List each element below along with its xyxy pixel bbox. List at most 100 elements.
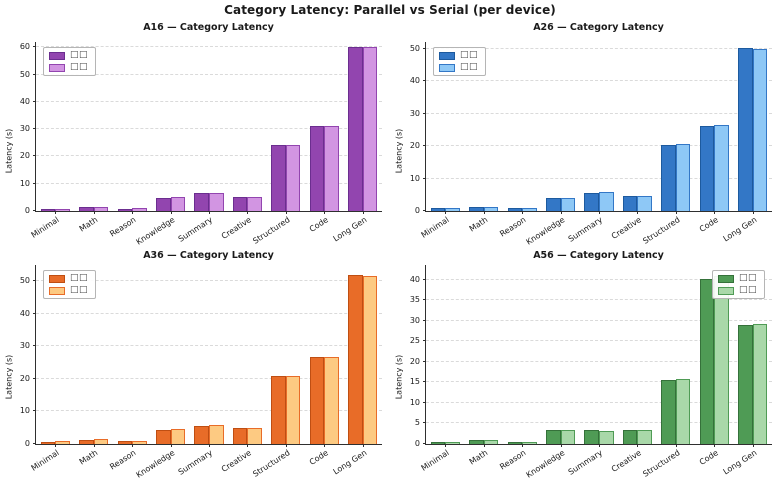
- y-tick-label: 15: [409, 377, 420, 387]
- bar-parallel: [271, 375, 286, 444]
- bar-parallel: [584, 192, 599, 211]
- bar-parallel: [661, 145, 676, 211]
- y-tick-mark: [33, 345, 36, 347]
- y-tick-label: 50: [409, 43, 420, 53]
- x-tick-label: Reason: [108, 215, 138, 239]
- x-tick-label: Summary: [177, 215, 215, 244]
- y-tick-mark: [423, 319, 426, 321]
- y-tick-mark: [33, 46, 36, 48]
- plot-area: 0 5 10 15 20 25 30 35 40 Minimal Math Reason Knowled…: [410, 265, 772, 480]
- x-tick-label: Summary: [177, 448, 215, 477]
- legend-label: □□: [70, 62, 89, 72]
- bar-parallel: [348, 46, 363, 211]
- legend-entry: □□: [49, 286, 88, 295]
- bar-serial: [209, 425, 224, 444]
- x-tick-label: Minimal: [29, 215, 61, 240]
- gridline: [426, 381, 772, 383]
- y-tick-mark: [423, 401, 426, 403]
- x-tick-label: Structured: [640, 448, 682, 479]
- legend-entry: □□: [49, 51, 88, 60]
- y-tick-label: 20: [409, 356, 420, 366]
- y-tick-mark: [33, 128, 36, 130]
- y-tick-mark: [423, 340, 426, 342]
- x-tick-label: Long Gen: [721, 448, 759, 477]
- bar-serial: [170, 429, 186, 444]
- x-tick-label: Code: [307, 215, 330, 234]
- bar-serial: [247, 196, 263, 211]
- x-tick-mark: [324, 444, 326, 447]
- subplot-title: A36 — Category Latency: [143, 250, 274, 261]
- y-axis-title: Latency (s): [4, 128, 14, 174]
- x-tick-label: Knowledge: [134, 448, 176, 480]
- plot-area: 0 10 20 30 40 50 Minimal Math Reason Knowledge Sum…: [410, 42, 772, 247]
- x-tick-mark: [560, 211, 562, 214]
- bar-parallel: [194, 425, 209, 444]
- y-tick-label: 10: [409, 173, 420, 183]
- bar-parallel: [430, 208, 446, 211]
- y-tick-mark: [423, 422, 426, 424]
- gridline: [36, 100, 382, 102]
- subplot-a36: A36 — Category Latency Latency (s) 0 10 20…: [0, 243, 390, 480]
- x-tick-mark: [637, 211, 639, 214]
- bar-serial: [560, 430, 576, 444]
- y-tick-mark: [423, 210, 426, 211]
- x-tick-mark: [362, 211, 364, 214]
- bar-parallel: [507, 208, 523, 211]
- y-tick-label: 50: [19, 69, 30, 79]
- bar-serial: [93, 206, 109, 211]
- legend-swatch-parallel: [717, 274, 734, 283]
- gridline: [426, 360, 772, 362]
- x-tick-label: Creative: [219, 448, 253, 474]
- y-tick-label: 20: [19, 373, 30, 383]
- bar-serial: [522, 208, 537, 211]
- bar-serial: [560, 197, 576, 211]
- legend: □□ □□: [711, 270, 765, 299]
- x-tick-mark: [752, 444, 754, 447]
- gridline: [36, 182, 382, 184]
- x-tick-label: Code: [307, 448, 330, 467]
- y-tick-label: 30: [409, 315, 420, 325]
- x-tick-label: Creative: [609, 448, 643, 474]
- x-tick-label: Reason: [108, 448, 138, 472]
- bar-serial: [170, 197, 186, 211]
- legend-label: □□: [460, 50, 479, 60]
- x-tick-label: Code: [697, 448, 720, 467]
- y-tick-mark: [423, 177, 426, 179]
- y-tick-mark: [423, 443, 426, 444]
- x-tick-label: Math: [467, 215, 490, 234]
- x-tick-mark: [599, 444, 600, 447]
- y-tick-label: 10: [19, 406, 30, 416]
- x-tick-mark: [522, 444, 524, 447]
- y-tick-mark: [423, 80, 426, 81]
- x-tick-label: Math: [77, 215, 100, 234]
- legend-entry: □□: [439, 63, 478, 72]
- bar-parallel: [309, 356, 325, 444]
- y-tick-label: 0: [24, 439, 30, 448]
- bar-parallel: [348, 274, 363, 444]
- y-tick-label: 25: [409, 336, 420, 346]
- x-tick-mark: [483, 211, 485, 214]
- bar-parallel: [232, 428, 248, 444]
- legend: □□ □□: [433, 47, 487, 76]
- bar-serial: [637, 429, 653, 444]
- x-tick-mark: [170, 211, 172, 214]
- gridline: [426, 112, 772, 114]
- bar-parallel: [79, 207, 94, 211]
- legend: □□ □□: [43, 270, 97, 299]
- gridline: [426, 401, 772, 403]
- x-tick-label: Minimal: [419, 215, 451, 240]
- bar-serial: [285, 144, 301, 211]
- y-tick-mark: [33, 312, 36, 314]
- bar-parallel: [309, 125, 325, 211]
- bar-parallel: [117, 441, 133, 444]
- y-tick-label: 30: [409, 108, 420, 118]
- y-tick-label: 10: [409, 397, 420, 407]
- y-tick-mark: [33, 410, 36, 412]
- figure-title: Category Latency: Parallel vs Serial (pe…: [224, 3, 556, 17]
- bar-serial: [324, 125, 339, 211]
- x-tick-mark: [55, 444, 57, 447]
- gridline: [426, 47, 772, 49]
- x-tick-mark: [714, 444, 716, 447]
- y-tick-label: 30: [19, 341, 30, 351]
- bar-parallel: [469, 207, 484, 211]
